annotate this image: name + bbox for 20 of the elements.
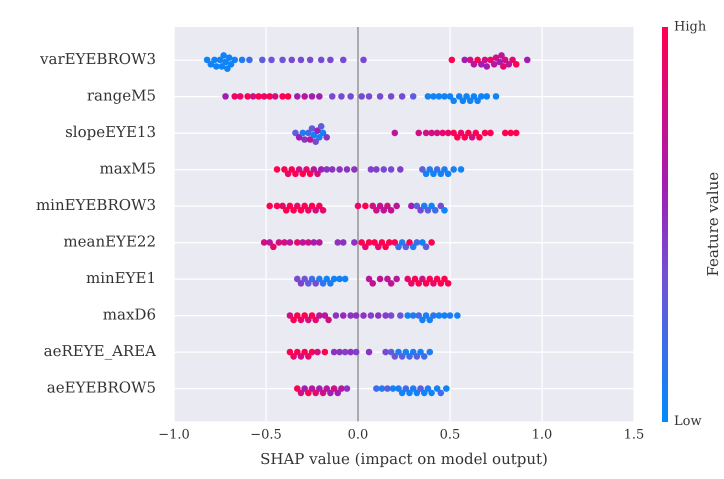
x-tick-label: 0.5: [440, 428, 460, 443]
y-tick-label: aeEYEBROW5: [46, 378, 156, 396]
y-tick-label: slopeEYE13: [65, 122, 156, 141]
y-tick-label: meanEYE22: [63, 232, 156, 250]
color-bar-label: Low: [674, 414, 702, 429]
x-tick-label: −0.5: [250, 428, 282, 443]
x-tick-label: 1.0: [532, 428, 552, 443]
y-tick-label: maxD6: [102, 305, 156, 324]
color-bar-title: Feature value: [704, 172, 722, 277]
y-tick-label: varEYEBROW3: [39, 50, 156, 68]
y-tick-label: minEYEBROW3: [36, 196, 156, 214]
y-tick-label: rangeM5: [86, 86, 156, 104]
y-tick-label: minEYE1: [86, 268, 156, 287]
y-tick-label: maxM5: [99, 159, 156, 178]
x-axis-title: SHAP value (impact on model output): [260, 450, 548, 468]
x-tick-label: 0.0: [348, 428, 368, 443]
y-tick-label: aeREYE_AREA: [44, 342, 156, 360]
x-tick-label: 1.5: [624, 428, 644, 443]
x-tick-label: −1.0: [158, 428, 190, 443]
color-bar-label: High: [674, 19, 707, 34]
